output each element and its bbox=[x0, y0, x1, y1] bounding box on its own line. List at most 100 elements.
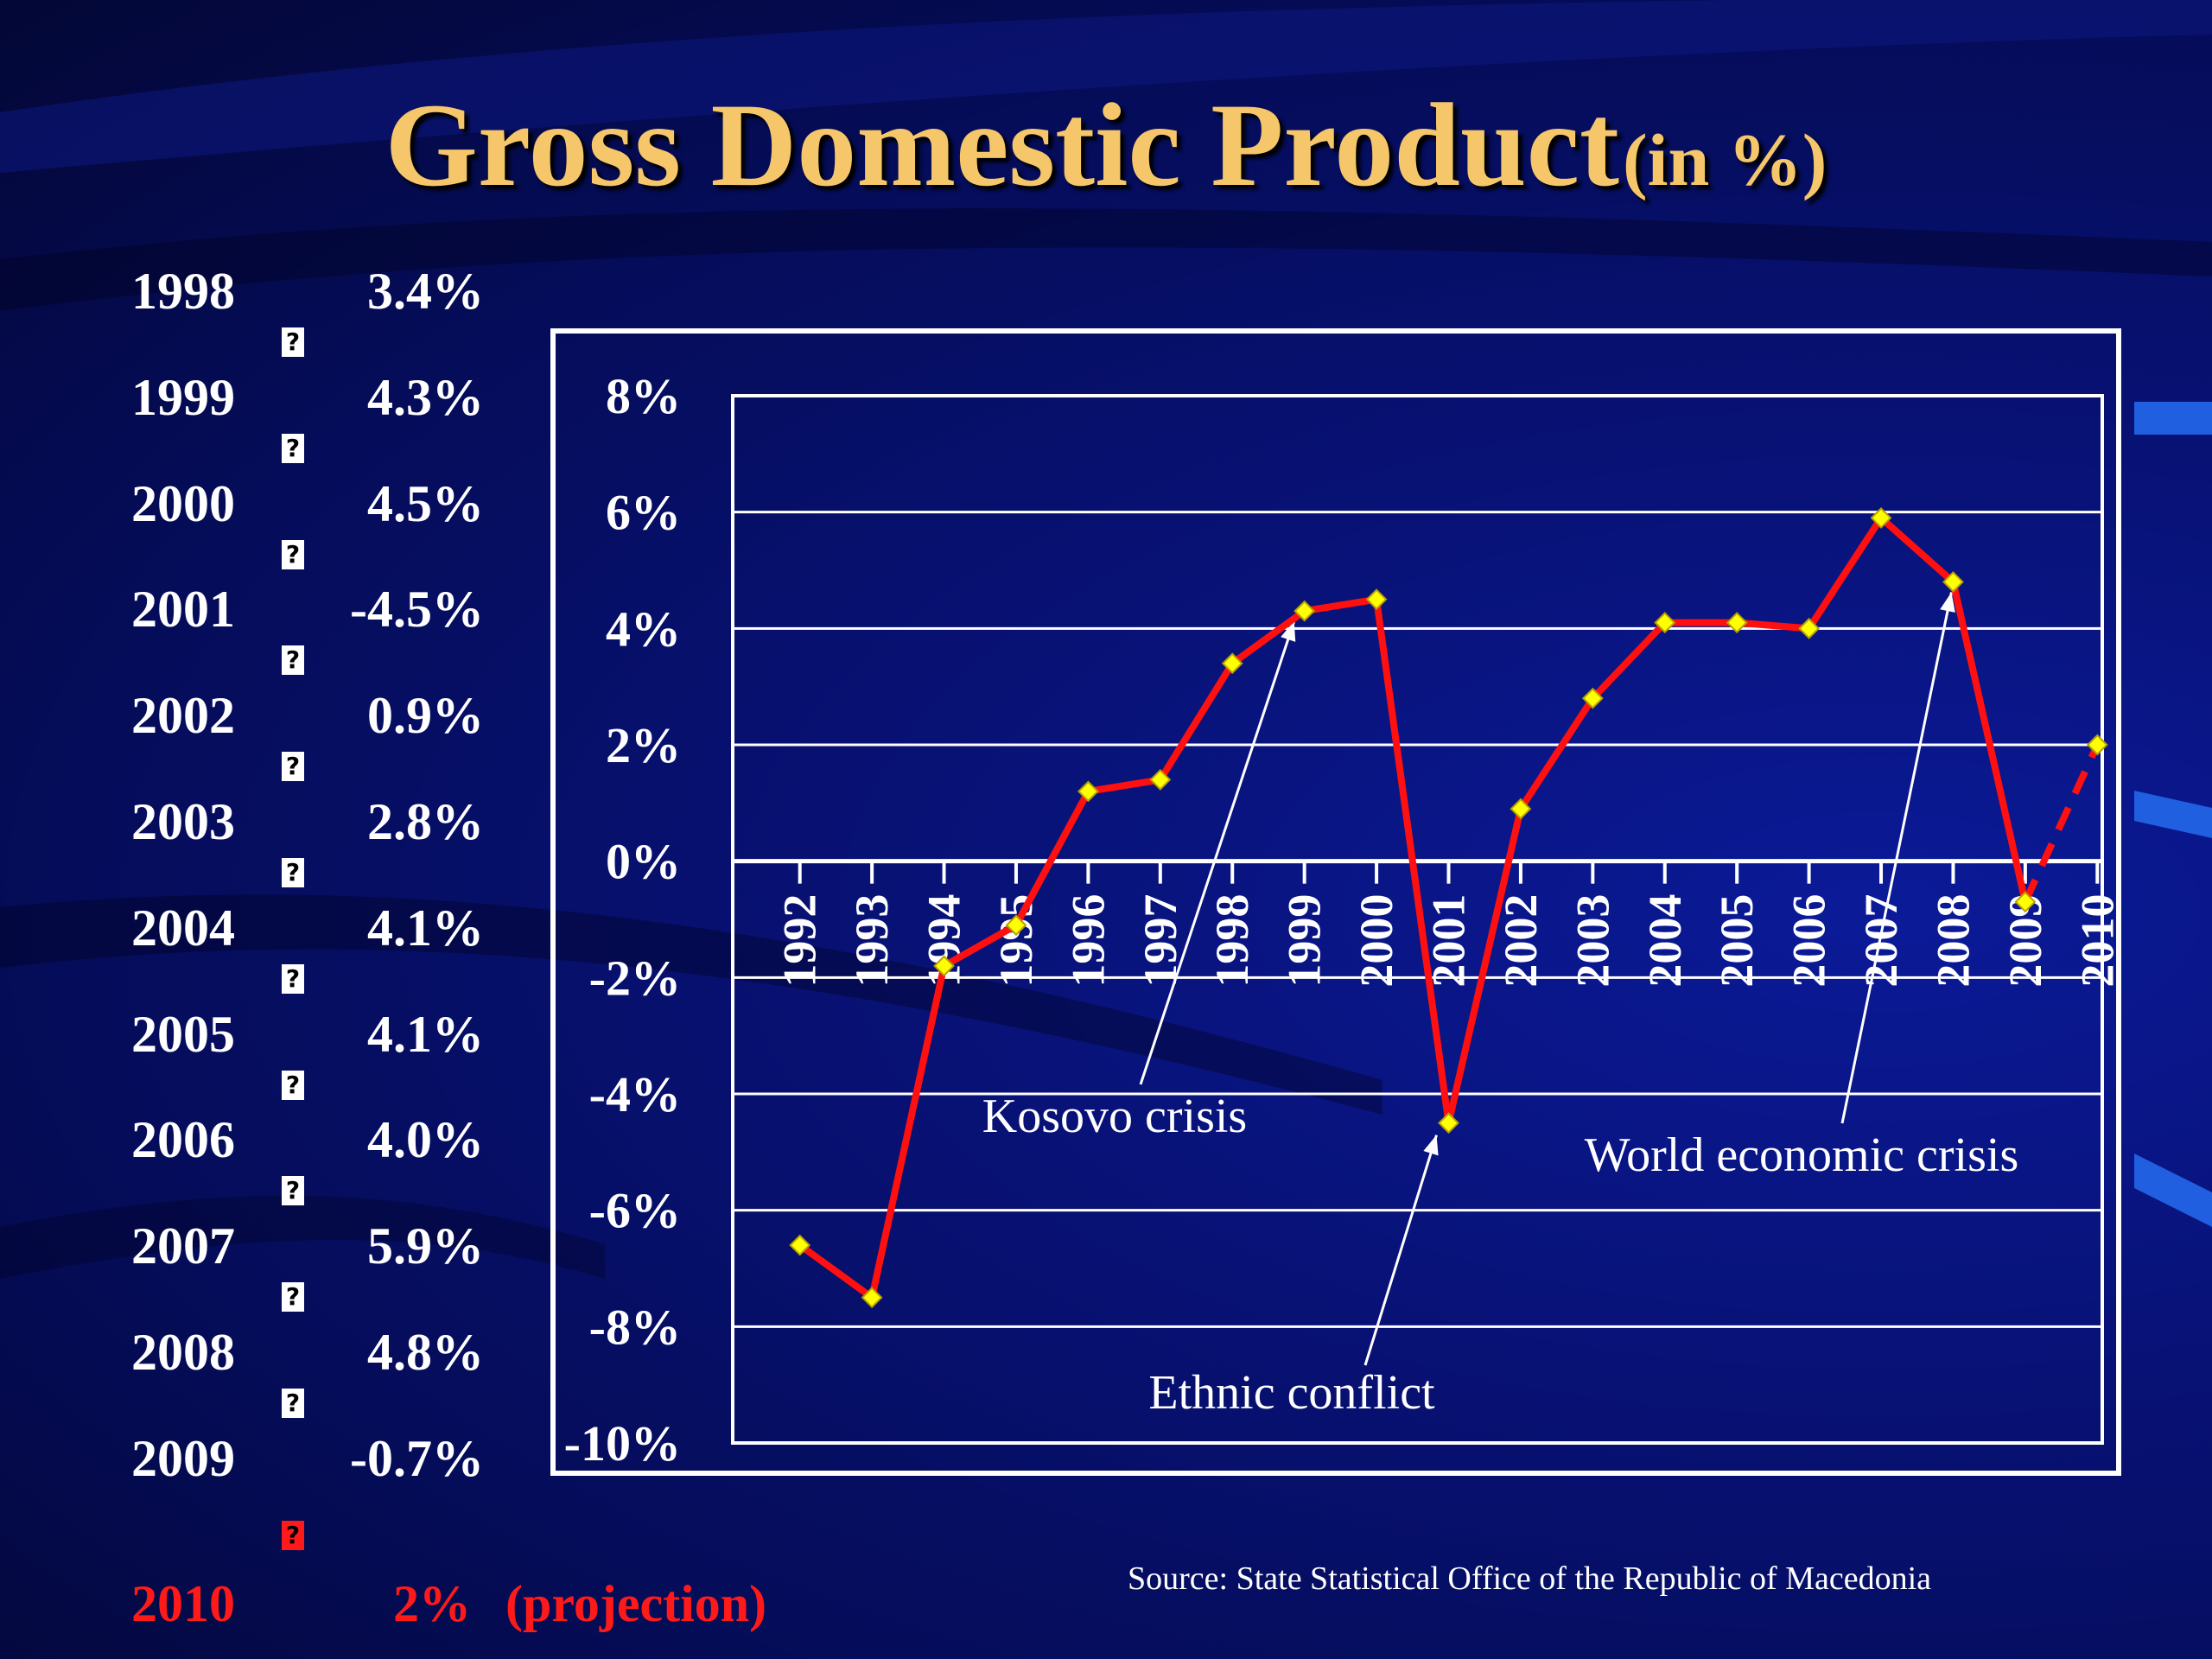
y-tick-label: 6% bbox=[606, 485, 681, 541]
row-separator: ? bbox=[282, 645, 304, 676]
x-tick-label: 2001 bbox=[1423, 894, 1475, 988]
data-point-marker bbox=[1294, 600, 1316, 622]
data-markers bbox=[789, 506, 2108, 1309]
table-year: 1999 bbox=[131, 368, 235, 426]
gdp-series bbox=[798, 514, 2101, 1301]
data-point-marker bbox=[2014, 891, 2037, 913]
annotation-arrow-line bbox=[1840, 592, 1953, 1124]
annotation-label: Ethnic conflict bbox=[1148, 1366, 1435, 1420]
table-year: 2004 bbox=[131, 899, 235, 957]
plot-area bbox=[731, 394, 2104, 1445]
chart-frame bbox=[550, 328, 2121, 1476]
table-value: 4.5% bbox=[367, 474, 484, 532]
table-value: -4.5% bbox=[350, 581, 484, 639]
x-tick-label: 2000 bbox=[1351, 894, 1402, 988]
y-tick-label: -10% bbox=[564, 1415, 681, 1471]
data-point-marker bbox=[1077, 780, 1099, 803]
table-value: 2.8% bbox=[367, 793, 484, 850]
data-point-marker bbox=[1365, 588, 1388, 611]
table-value: 3.4% bbox=[367, 263, 484, 320]
page-title: Gross Domestic Product (in %) bbox=[0, 76, 2212, 213]
y-tick-label: 4% bbox=[606, 601, 681, 657]
data-point-marker bbox=[1005, 914, 1027, 937]
table-value: 4.1% bbox=[367, 1005, 484, 1063]
x-axis-ticks: 1992 1993 1994 1995 1996 1997 1998 1999 2000 2001… bbox=[774, 861, 2123, 988]
x-tick-label: 2008 bbox=[1927, 894, 1979, 988]
table-value: -0.7% bbox=[350, 1429, 484, 1487]
table-year: 2009 bbox=[131, 1429, 235, 1487]
table-year: 2007 bbox=[131, 1217, 235, 1275]
x-tick-label: 2003 bbox=[1567, 894, 1618, 988]
annotation-label: Kosovo crisis bbox=[982, 1090, 1247, 1143]
gridlines bbox=[733, 511, 2102, 1328]
row-separator: ? bbox=[282, 752, 304, 782]
table-value: 4.3% bbox=[367, 368, 484, 426]
table-value: 0.9% bbox=[367, 687, 484, 745]
projection-note: (projection) bbox=[505, 1575, 767, 1632]
y-tick-label: -6% bbox=[589, 1183, 681, 1239]
x-tick-label: 1998 bbox=[1206, 894, 1258, 988]
y-tick-label: 0% bbox=[606, 834, 681, 890]
data-point-marker bbox=[1726, 612, 1748, 634]
data-point-marker bbox=[861, 1287, 883, 1309]
x-tick-label: 1992 bbox=[774, 894, 826, 988]
table-value: 4.0% bbox=[367, 1111, 484, 1169]
row-separator: ? bbox=[282, 963, 304, 994]
annotations: Kosovo crisis Ethnic conflict World econom… bbox=[982, 592, 2018, 1420]
series-line bbox=[798, 514, 2029, 1301]
x-tick-label: 1996 bbox=[1062, 894, 1114, 988]
table-year: 2001 bbox=[131, 581, 235, 639]
table-value: 5.9% bbox=[367, 1217, 484, 1275]
x-tick-label: 2004 bbox=[1639, 894, 1691, 988]
y-axis-ticks: 8% 6% 4% 2% 0% -2% -4% -6% -8% -10% bbox=[564, 368, 681, 1471]
row-separator: ? bbox=[282, 327, 304, 357]
row-separator: ? bbox=[282, 1389, 304, 1418]
x-tick-label: 2007 bbox=[1855, 894, 1907, 988]
data-point-marker bbox=[1798, 617, 1821, 639]
x-tick-label: 2002 bbox=[1495, 894, 1547, 988]
table-year: 2008 bbox=[131, 1324, 235, 1381]
data-point-marker bbox=[2086, 734, 2108, 756]
annotation-arrow-line bbox=[1363, 1135, 1438, 1366]
data-point-marker bbox=[1654, 612, 1676, 634]
table-year: 2003 bbox=[131, 793, 235, 850]
y-tick-label: 2% bbox=[606, 717, 681, 773]
x-tick-label: 2005 bbox=[1711, 894, 1763, 988]
table-value: 4.1% bbox=[367, 899, 484, 957]
data-point-marker bbox=[789, 1234, 811, 1256]
data-point-marker bbox=[1581, 687, 1604, 709]
x-tick-label: 2006 bbox=[1783, 894, 1835, 988]
x-tick-label: 2010 bbox=[2071, 894, 2123, 988]
x-tick-label: 1993 bbox=[846, 894, 898, 988]
data-point-marker bbox=[1870, 506, 1892, 529]
annotation-label: World economic crisis bbox=[1585, 1128, 2018, 1182]
table-year: 1998 bbox=[131, 263, 235, 320]
projection-year: 2010 bbox=[131, 1575, 235, 1632]
projection-line bbox=[2022, 743, 2101, 904]
table-year: 2002 bbox=[131, 687, 235, 745]
projection-separator: ? bbox=[282, 1521, 304, 1550]
y-tick-label: 8% bbox=[606, 368, 681, 424]
row-separator: ? bbox=[282, 858, 304, 887]
annotation-arrowhead bbox=[1940, 592, 1955, 613]
table-year: 2005 bbox=[131, 1005, 235, 1063]
data-point-marker bbox=[1438, 1112, 1459, 1135]
source-note: Source: State Statistical Office of the … bbox=[1128, 1560, 1932, 1597]
data-point-marker bbox=[1149, 768, 1172, 791]
data-point-marker bbox=[1942, 571, 1964, 593]
annotation-arrowhead bbox=[1281, 621, 1296, 642]
data-point-marker bbox=[1510, 798, 1532, 820]
x-tick-label: 1995 bbox=[990, 894, 1042, 988]
table-year: 2000 bbox=[131, 474, 235, 532]
data-point-marker bbox=[1221, 652, 1243, 675]
row-separator: ? bbox=[282, 1070, 304, 1100]
row-separator: ? bbox=[282, 1282, 304, 1313]
title-main: Gross Domestic Product bbox=[385, 79, 1619, 211]
x-tick-label: 1999 bbox=[1279, 894, 1331, 988]
projection-value: 2% bbox=[393, 1575, 471, 1632]
data-point-marker bbox=[933, 955, 955, 977]
table-value: 4.8% bbox=[367, 1324, 484, 1381]
y-tick-label: -2% bbox=[589, 950, 681, 1006]
